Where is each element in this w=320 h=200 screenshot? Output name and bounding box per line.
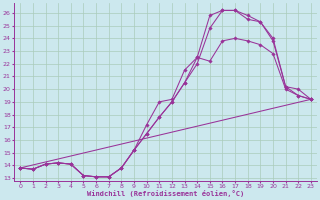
X-axis label: Windchill (Refroidissement éolien,°C): Windchill (Refroidissement éolien,°C): [87, 190, 244, 197]
